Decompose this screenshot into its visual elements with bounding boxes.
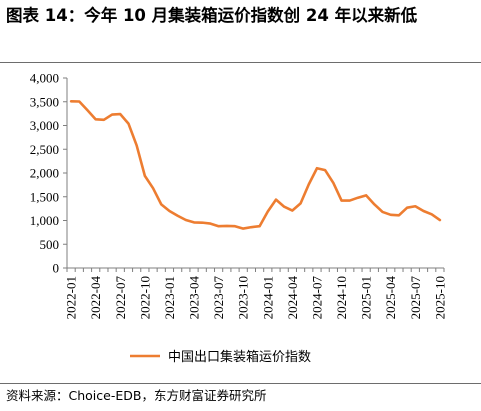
top-rule	[0, 62, 481, 63]
y-tick-label: 1,500	[30, 189, 59, 204]
x-tick-label: 2023-10	[236, 276, 251, 319]
chart-title: 图表 14：今年 10 月集装箱运价指数创 24 年以来新低	[6, 6, 418, 25]
x-tick-label: 2024-01	[260, 276, 275, 319]
y-tick-label: 2,500	[30, 142, 59, 157]
x-tick-label: 2023-01	[162, 276, 177, 319]
x-tick-label: 2022-10	[137, 276, 152, 319]
x-tick-label: 2024-07	[309, 276, 324, 320]
y-tick-label: 500	[40, 237, 60, 252]
x-tick-label: 2024-10	[334, 276, 349, 319]
x-tick-label: 2025-07	[408, 276, 423, 320]
plot-area: 0 500 1,000 1,500 2,000 2,500 3,000 3,500 4,000 2…	[30, 71, 448, 366]
x-tick-label: 2024-04	[285, 276, 300, 320]
x-tick-label: 2022-04	[88, 276, 103, 320]
x-tick-label: 2023-07	[211, 276, 226, 320]
x-tick-label: 2023-04	[187, 276, 202, 320]
x-tick-label: 2022-07	[113, 276, 128, 320]
y-tick-label: 0	[53, 261, 60, 276]
y-tick-label: 1,000	[30, 213, 59, 228]
y-tick-label: 2,000	[30, 166, 59, 181]
legend-label: 中国出口集装箱运价指数	[168, 349, 311, 365]
x-tick-label: 2025-10	[432, 276, 447, 319]
x-tick-label: 2025-04	[383, 276, 398, 320]
y-tick-label: 4,000	[30, 71, 59, 86]
series-line	[69, 99, 442, 230]
bottom-rule	[0, 383, 481, 384]
x-tick-label: 2022-01	[64, 276, 79, 319]
y-tick-label: 3,500	[30, 94, 59, 109]
x-tick-label: 2025-01	[359, 276, 374, 319]
source-note: 资料来源：Choice-EDB，东方财富证券研究所	[6, 388, 267, 403]
y-tick-label: 3,000	[30, 118, 59, 133]
